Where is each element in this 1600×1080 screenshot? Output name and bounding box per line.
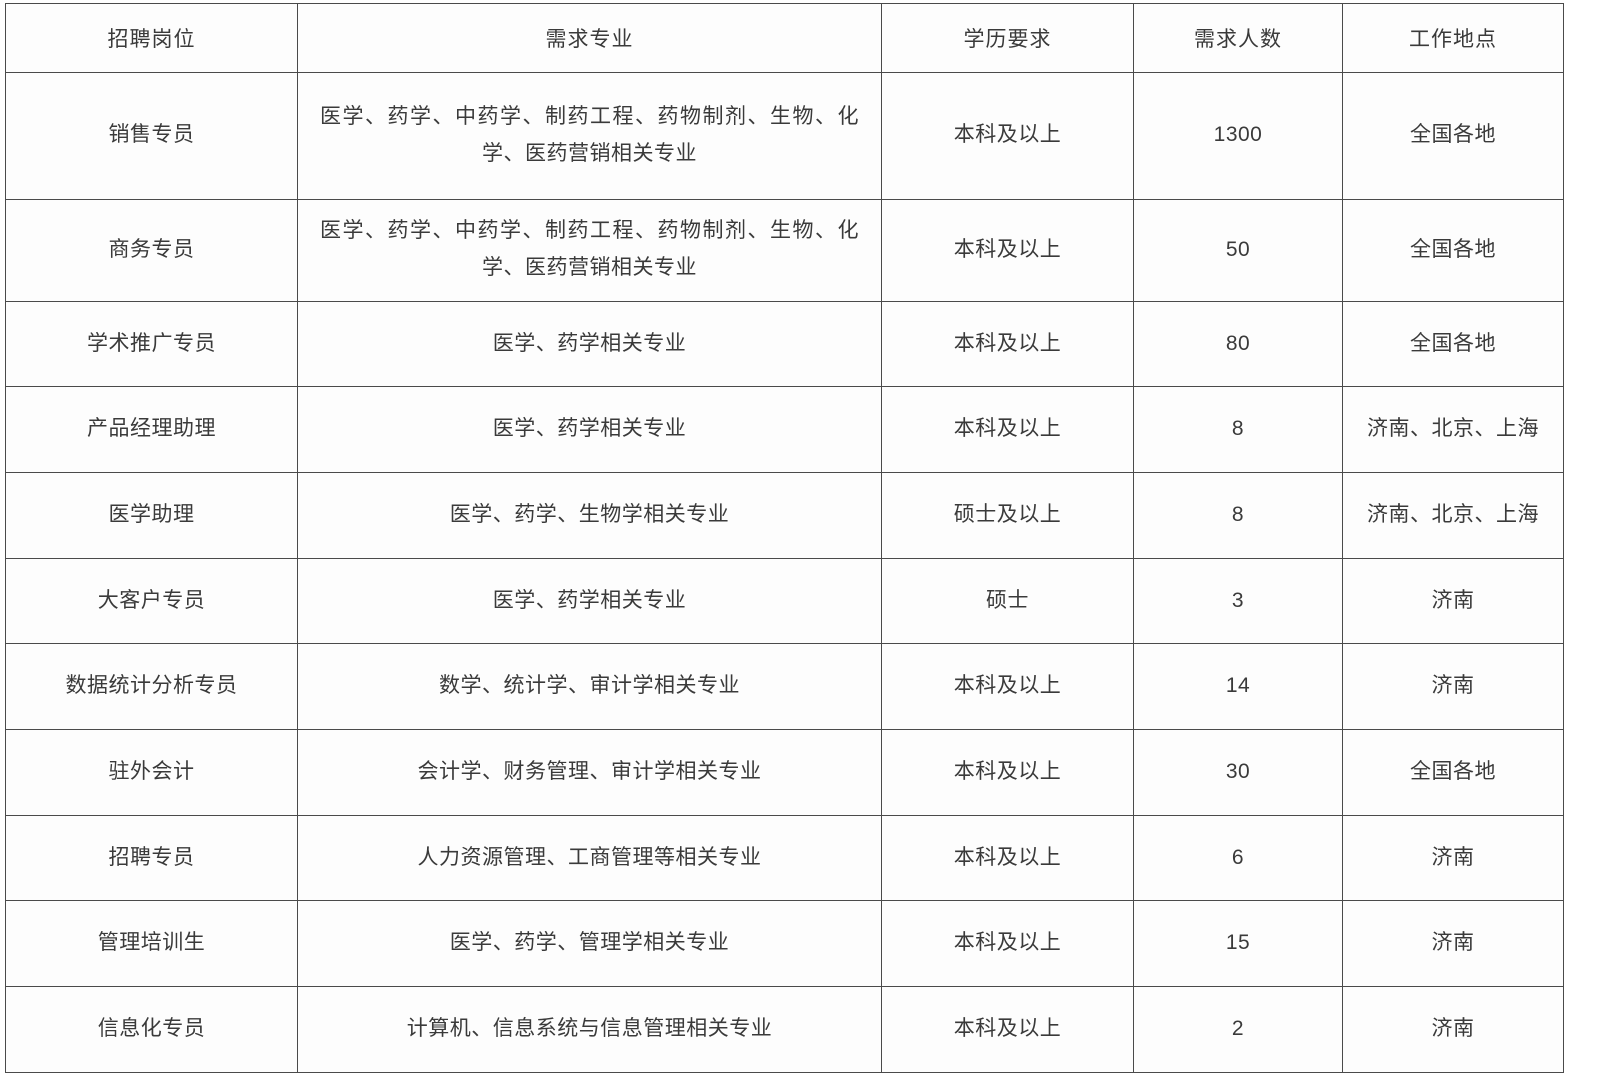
cell-edu: 本科及以上 bbox=[881, 729, 1134, 816]
cell-edu: 本科及以上 bbox=[881, 198, 1134, 302]
cell-post: 商务专员 bbox=[5, 198, 298, 302]
cell-major: 数学、统计学、审计学相关专业 bbox=[297, 643, 882, 731]
cell-major: 医学、药学、生物学相关专业 bbox=[297, 471, 882, 559]
table-row: 信息化专员 计算机、信息系统与信息管理相关专业 本科及以上 2 济南 bbox=[5, 986, 1564, 1073]
cell-major: 医学、药学相关专业 bbox=[297, 300, 882, 388]
cell-edu: 硕士及以上 bbox=[881, 471, 1134, 559]
cell-major: 医学、药学、中药学、制药工程、药物制剂、生物、化学、医药营销相关专业 bbox=[297, 72, 882, 200]
table-body: 销售专员 医学、药学、中药学、制药工程、药物制剂、生物、化学、医药营销相关专业 … bbox=[5, 72, 1564, 1073]
column-header-major: 需求专业 bbox=[297, 3, 882, 73]
cell-post: 管理培训生 bbox=[5, 900, 298, 988]
cell-edu: 本科及以上 bbox=[881, 386, 1134, 473]
cell-loc: 济南 bbox=[1342, 557, 1564, 645]
table-row: 数据统计分析专员 数学、统计学、审计学相关专业 本科及以上 14 济南 bbox=[5, 643, 1564, 731]
cell-post: 学术推广专员 bbox=[5, 300, 298, 388]
table-row: 招聘专员 人力资源管理、工商管理等相关专业 本科及以上 6 济南 bbox=[5, 814, 1564, 902]
table-row: 管理培训生 医学、药学、管理学相关专业 本科及以上 15 济南 bbox=[5, 900, 1564, 988]
cell-post: 产品经理助理 bbox=[5, 386, 298, 473]
table-row: 医学助理 医学、药学、生物学相关专业 硕士及以上 8 济南、北京、上海 bbox=[5, 471, 1564, 559]
cell-major: 会计学、财务管理、审计学相关专业 bbox=[297, 729, 882, 816]
table-row: 产品经理助理 医学、药学相关专业 本科及以上 8 济南、北京、上海 bbox=[5, 386, 1564, 473]
cell-loc: 济南 bbox=[1342, 643, 1564, 731]
cell-major: 医学、药学相关专业 bbox=[297, 386, 882, 473]
cell-edu: 本科及以上 bbox=[881, 300, 1134, 388]
cell-loc: 济南、北京、上海 bbox=[1342, 471, 1564, 559]
cell-post: 驻外会计 bbox=[5, 729, 298, 816]
cell-loc: 全国各地 bbox=[1342, 198, 1564, 302]
cell-loc: 全国各地 bbox=[1342, 729, 1564, 816]
cell-count: 80 bbox=[1133, 300, 1343, 388]
cell-count: 1300 bbox=[1133, 72, 1343, 200]
cell-count: 3 bbox=[1133, 557, 1343, 645]
cell-edu: 硕士 bbox=[881, 557, 1134, 645]
column-header-count: 需求人数 bbox=[1133, 3, 1343, 73]
cell-loc: 全国各地 bbox=[1342, 72, 1564, 200]
cell-major: 医学、药学、中药学、制药工程、药物制剂、生物、化学、医药营销相关专业 bbox=[297, 198, 882, 302]
recruitment-table: 招聘岗位 需求专业 学历要求 需求人数 工作地点 销售专员 医学、药学、中药学、… bbox=[5, 3, 1564, 1073]
table-row: 销售专员 医学、药学、中药学、制药工程、药物制剂、生物、化学、医药营销相关专业 … bbox=[5, 72, 1564, 200]
table-header: 招聘岗位 需求专业 学历要求 需求人数 工作地点 bbox=[5, 3, 1564, 73]
cell-loc: 济南、北京、上海 bbox=[1342, 386, 1564, 473]
cell-loc: 全国各地 bbox=[1342, 300, 1564, 388]
cell-major: 人力资源管理、工商管理等相关专业 bbox=[297, 814, 882, 902]
cell-major: 医学、药学、管理学相关专业 bbox=[297, 900, 882, 988]
cell-post: 销售专员 bbox=[5, 72, 298, 200]
cell-loc: 济南 bbox=[1342, 986, 1564, 1073]
cell-post: 医学助理 bbox=[5, 471, 298, 559]
cell-count: 50 bbox=[1133, 198, 1343, 302]
table-header-row: 招聘岗位 需求专业 学历要求 需求人数 工作地点 bbox=[5, 3, 1564, 73]
recruitment-table-container: 招聘岗位 需求专业 学历要求 需求人数 工作地点 销售专员 医学、药学、中药学、… bbox=[5, 3, 1564, 1073]
table-row: 商务专员 医学、药学、中药学、制药工程、药物制剂、生物、化学、医药营销相关专业 … bbox=[5, 198, 1564, 302]
column-header-loc: 工作地点 bbox=[1342, 3, 1564, 73]
table-row: 大客户专员 医学、药学相关专业 硕士 3 济南 bbox=[5, 557, 1564, 645]
cell-post: 信息化专员 bbox=[5, 986, 298, 1073]
cell-edu: 本科及以上 bbox=[881, 72, 1134, 200]
cell-edu: 本科及以上 bbox=[881, 900, 1134, 988]
cell-count: 14 bbox=[1133, 643, 1343, 731]
cell-loc: 济南 bbox=[1342, 814, 1564, 902]
cell-major: 医学、药学相关专业 bbox=[297, 557, 882, 645]
cell-loc: 济南 bbox=[1342, 900, 1564, 988]
cell-edu: 本科及以上 bbox=[881, 643, 1134, 731]
cell-post: 大客户专员 bbox=[5, 557, 298, 645]
cell-count: 8 bbox=[1133, 386, 1343, 473]
table-row: 驻外会计 会计学、财务管理、审计学相关专业 本科及以上 30 全国各地 bbox=[5, 729, 1564, 816]
cell-count: 15 bbox=[1133, 900, 1343, 988]
cell-major: 计算机、信息系统与信息管理相关专业 bbox=[297, 986, 882, 1073]
column-header-edu: 学历要求 bbox=[881, 3, 1134, 73]
cell-count: 30 bbox=[1133, 729, 1343, 816]
cell-post: 数据统计分析专员 bbox=[5, 643, 298, 731]
cell-edu: 本科及以上 bbox=[881, 814, 1134, 902]
cell-edu: 本科及以上 bbox=[881, 986, 1134, 1073]
table-row: 学术推广专员 医学、药学相关专业 本科及以上 80 全国各地 bbox=[5, 300, 1564, 388]
column-header-post: 招聘岗位 bbox=[5, 3, 298, 73]
cell-count: 8 bbox=[1133, 471, 1343, 559]
cell-count: 2 bbox=[1133, 986, 1343, 1073]
cell-post: 招聘专员 bbox=[5, 814, 298, 902]
cell-count: 6 bbox=[1133, 814, 1343, 902]
